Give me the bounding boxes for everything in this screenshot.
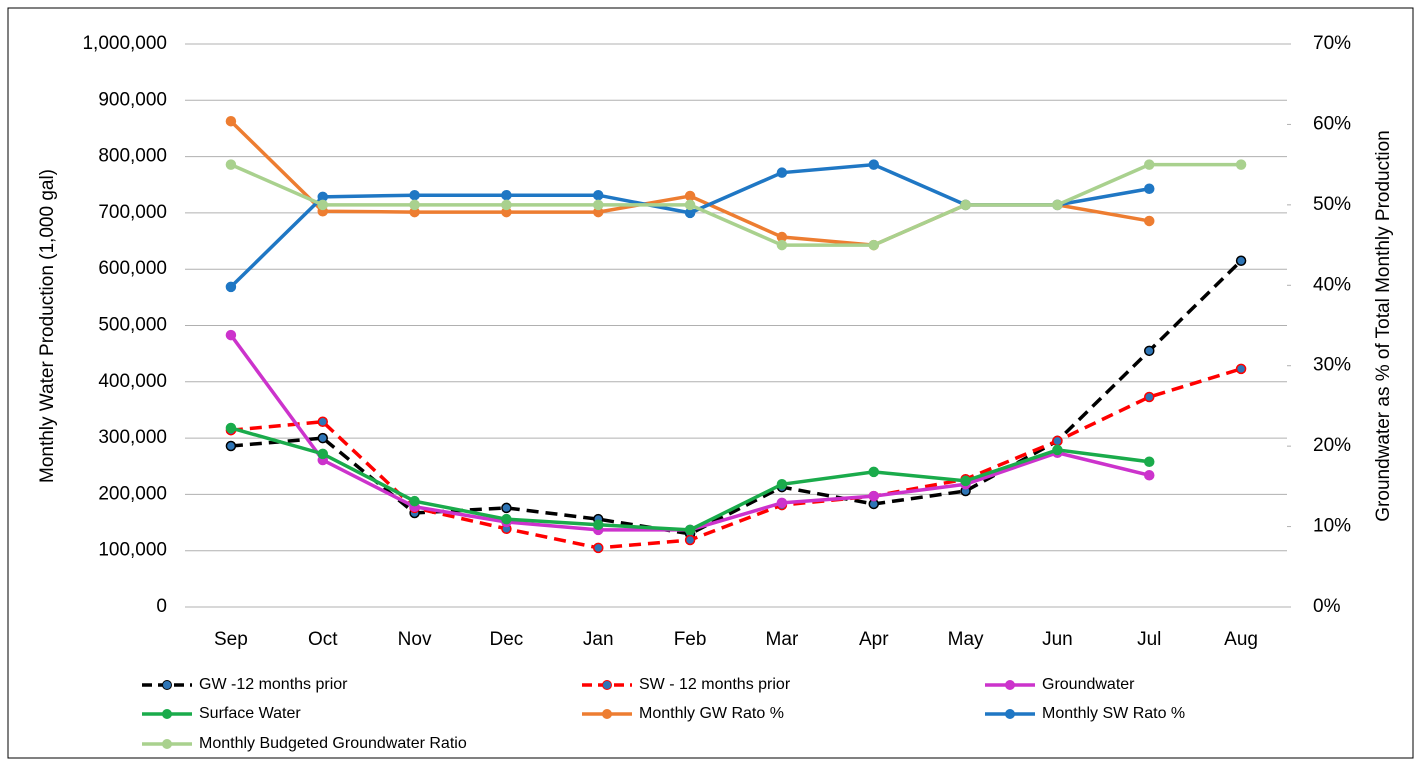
legend-marker bbox=[602, 709, 612, 719]
y-tick-label: 300,000 bbox=[98, 427, 167, 448]
data-point bbox=[317, 432, 328, 444]
y-tick-label: 800,000 bbox=[98, 146, 167, 167]
data-point bbox=[593, 199, 604, 211]
y-tick-label: 100,000 bbox=[98, 540, 167, 561]
data-point bbox=[1144, 345, 1155, 357]
y-tick-label: 500,000 bbox=[98, 315, 167, 336]
y-tick-label: 700,000 bbox=[98, 202, 167, 223]
legend-marker bbox=[162, 739, 172, 749]
x-tick-label: Dec bbox=[490, 629, 524, 650]
y2-tick-label: 0% bbox=[1313, 596, 1341, 617]
x-tick-label: Feb bbox=[674, 629, 707, 650]
legend-marker bbox=[602, 680, 612, 690]
data-point bbox=[501, 513, 512, 525]
data-point bbox=[776, 167, 788, 178]
legend-marker bbox=[162, 680, 172, 690]
data-point bbox=[776, 239, 788, 251]
data-point bbox=[501, 199, 512, 211]
data-point bbox=[868, 239, 879, 251]
data-point bbox=[684, 534, 696, 546]
y2-axis-title: Groundwater as % of Total Monthly Produc… bbox=[1373, 130, 1394, 521]
data-point bbox=[317, 448, 328, 460]
data-point bbox=[1144, 183, 1155, 195]
data-point bbox=[960, 475, 971, 487]
data-point bbox=[1052, 199, 1063, 211]
legend-label: Surface Water bbox=[199, 705, 301, 722]
data-point bbox=[593, 189, 604, 201]
data-point bbox=[776, 479, 788, 490]
legend-marker bbox=[1005, 680, 1015, 690]
y-tick-label: 0 bbox=[156, 596, 167, 617]
x-tick-label: Jun bbox=[1042, 629, 1073, 650]
data-point bbox=[501, 189, 512, 201]
data-point bbox=[225, 329, 237, 341]
data-point bbox=[317, 199, 328, 211]
data-point bbox=[409, 495, 420, 507]
x-tick-label: Sep bbox=[214, 629, 248, 650]
data-point bbox=[1235, 255, 1247, 267]
data-point bbox=[1052, 444, 1063, 456]
x-tick-label: Aug bbox=[1224, 629, 1258, 650]
y-tick-label: 200,000 bbox=[98, 483, 167, 504]
data-point bbox=[1235, 363, 1247, 375]
data-point bbox=[593, 519, 604, 531]
data-point bbox=[1144, 159, 1155, 170]
data-point bbox=[409, 199, 420, 211]
x-tick-label: Apr bbox=[859, 629, 889, 650]
data-point bbox=[868, 159, 879, 170]
legend-label: Monthly SW Rato % bbox=[1042, 705, 1185, 722]
y2-tick-label: 40% bbox=[1313, 274, 1351, 295]
data-point bbox=[1235, 159, 1247, 170]
legend-marker bbox=[1005, 709, 1015, 719]
data-point bbox=[225, 422, 237, 434]
y-axis-title: Monthly Water Production (1,000 gal) bbox=[37, 169, 58, 483]
legend-label: Groundwater bbox=[1042, 676, 1135, 693]
data-point bbox=[225, 159, 237, 170]
data-point bbox=[225, 281, 237, 293]
data-point bbox=[868, 490, 879, 502]
x-tick-label: May bbox=[948, 629, 984, 650]
y2-tick-label: 30% bbox=[1313, 355, 1351, 376]
legend-label: GW -12 months prior bbox=[199, 676, 348, 693]
data-point bbox=[868, 466, 879, 478]
data-point bbox=[1144, 456, 1155, 467]
data-point bbox=[317, 416, 328, 428]
y-tick-label: 1,000,000 bbox=[82, 33, 167, 54]
x-tick-label: Oct bbox=[308, 629, 338, 650]
data-point bbox=[409, 189, 420, 201]
y-tick-label: 600,000 bbox=[98, 258, 167, 279]
data-point bbox=[225, 440, 237, 452]
y2-tick-label: 70% bbox=[1313, 33, 1351, 54]
data-point bbox=[501, 502, 512, 514]
legend-label: Monthly Budgeted Groundwater Ratio bbox=[199, 735, 467, 752]
data-point bbox=[1144, 391, 1155, 403]
data-point bbox=[776, 497, 788, 509]
series-line bbox=[230, 162, 1242, 247]
y2-tick-label: 10% bbox=[1313, 516, 1351, 537]
data-point bbox=[593, 542, 604, 554]
legend-label: Monthly GW Rato % bbox=[639, 705, 784, 722]
data-point bbox=[225, 115, 237, 127]
y2-tick-label: 50% bbox=[1313, 194, 1351, 215]
data-point bbox=[1052, 435, 1063, 447]
x-tick-label: Nov bbox=[398, 629, 432, 650]
data-point bbox=[960, 199, 971, 211]
data-point bbox=[684, 524, 696, 536]
data-point bbox=[1144, 470, 1155, 481]
legend-label: SW - 12 months prior bbox=[639, 676, 791, 693]
y2-tick-label: 60% bbox=[1313, 113, 1351, 134]
data-point bbox=[684, 199, 696, 211]
y2-tick-label: 20% bbox=[1313, 435, 1351, 456]
x-tick-label: Jul bbox=[1137, 629, 1161, 650]
x-tick-label: Mar bbox=[766, 629, 799, 650]
y-tick-label: 400,000 bbox=[98, 371, 167, 392]
y-tick-label: 900,000 bbox=[98, 89, 167, 110]
legend-marker bbox=[162, 709, 172, 719]
data-point bbox=[1144, 215, 1155, 227]
x-tick-label: Jan bbox=[583, 629, 614, 650]
data-point bbox=[684, 190, 696, 202]
